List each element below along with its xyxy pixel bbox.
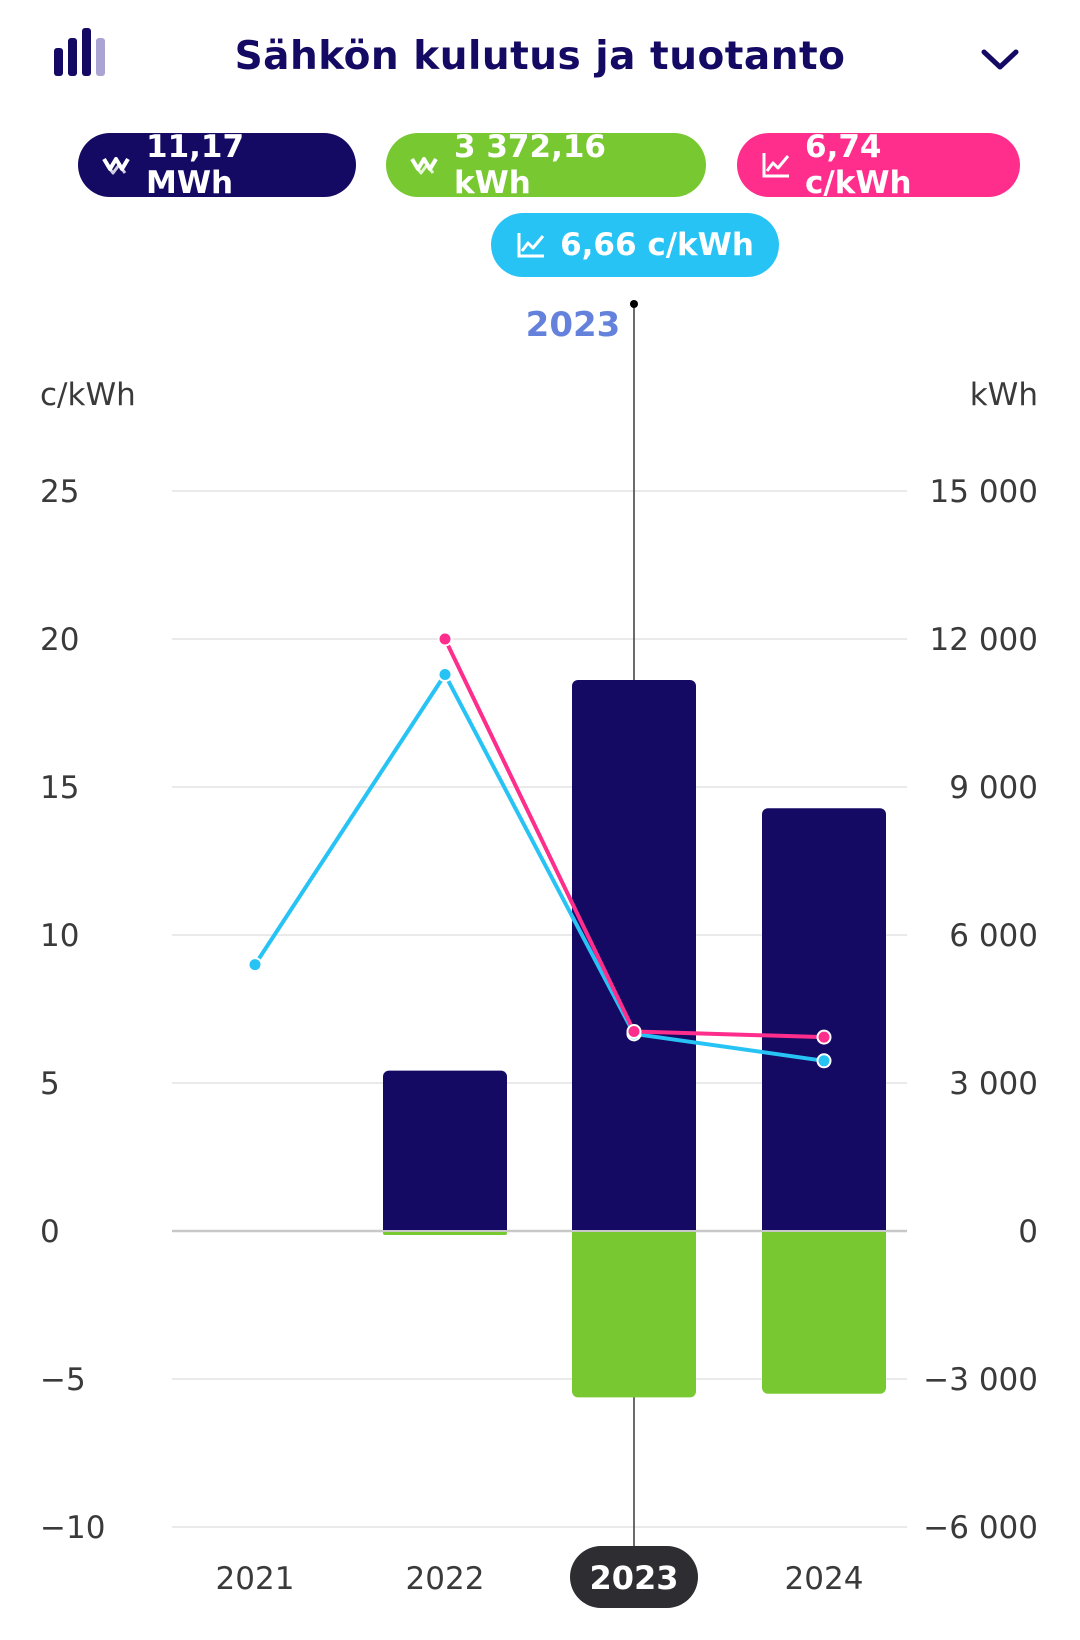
x-axis-tick-label: 2024 xyxy=(785,1561,864,1597)
price-pink-value: 6,74 c/kWh xyxy=(805,129,912,201)
consumption-bar-2023 xyxy=(572,679,696,1231)
line-chart-icon xyxy=(762,153,790,178)
bar-chart-icon xyxy=(54,28,105,76)
production-meter-icon xyxy=(410,157,438,175)
left-axis-tick-label: −5 xyxy=(40,1362,86,1398)
left-axis-tick-label: 0 xyxy=(40,1214,60,1250)
price-pink-pill[interactable]: 6,74 c/kWh xyxy=(737,129,1020,201)
right-axis-tick-label: 9 000 xyxy=(949,770,1038,806)
right-axis-tick-label: 0 xyxy=(1018,1214,1038,1250)
consumption-total-value: 11,17 MWh xyxy=(146,129,245,201)
selected-year-label: 2023 xyxy=(526,305,621,345)
left-axis-tick-label: −10 xyxy=(40,1510,105,1546)
right-axis-tick-label: 15 000 xyxy=(930,474,1038,510)
price-pink-point xyxy=(437,631,453,647)
right-axis-tick-label: 3 000 xyxy=(949,1066,1038,1102)
right-axis-tick-label: −3 000 xyxy=(923,1362,1038,1398)
production-bar-2023 xyxy=(572,1231,696,1398)
left-axis-tick-label: 5 xyxy=(40,1066,60,1102)
consumption-bar-base xyxy=(383,1225,507,1231)
consumption-meter-icon xyxy=(102,157,130,175)
left-axis-tick-label: 20 xyxy=(40,622,79,658)
right-axis-tick-label: 12 000 xyxy=(930,622,1038,658)
consumption-bar-base xyxy=(572,1225,696,1231)
production-total-pill[interactable]: 3 372,16 kWh xyxy=(386,129,706,201)
left-axis-tick-label: 25 xyxy=(40,474,79,510)
selection-indicator-dot xyxy=(630,300,638,308)
selected-year-chip xyxy=(570,1546,698,1608)
production-total-value: 3 372,16 kWh xyxy=(454,129,606,201)
x-axis-tick-label-selected: 2023 xyxy=(589,1559,678,1597)
card-header: Sähkön kulutus ja tuotanto xyxy=(0,22,1080,92)
collapse-button[interactable] xyxy=(972,32,1028,88)
price-pink-point xyxy=(816,1029,832,1045)
x-axis-tick-label: 2021 xyxy=(216,1561,295,1597)
price-blue-line xyxy=(253,672,825,1063)
right-axis-tick-label: 6 000 xyxy=(949,918,1038,954)
left-axis-tick-label: 15 xyxy=(40,770,79,806)
production-bar-base xyxy=(572,1231,696,1237)
price-blue-point xyxy=(247,957,263,973)
right-axis-tick-label: −6 000 xyxy=(923,1510,1038,1546)
right-axis-label: kWh xyxy=(970,377,1038,413)
price-blue-value: 6,66 c/kWh xyxy=(560,227,754,263)
left-axis-label: c/kWh xyxy=(40,377,136,413)
line-chart-icon xyxy=(517,233,545,258)
consumption-total-pill[interactable]: 11,17 MWh xyxy=(78,129,356,201)
page-title: Sähkön kulutus ja tuotanto xyxy=(234,34,846,79)
price-pink-point xyxy=(626,1023,642,1039)
production-bar-2024 xyxy=(762,1231,886,1394)
consumption-bar-2024 xyxy=(762,808,886,1231)
consumption-bar-2022 xyxy=(383,1070,507,1231)
price-blue-pill[interactable]: 6,66 c/kWh xyxy=(491,213,779,277)
price-blue-point xyxy=(437,667,453,683)
x-axis-tick-label: 2022 xyxy=(406,1561,485,1597)
production-bar-base xyxy=(762,1231,886,1237)
left-axis-tick-label: 10 xyxy=(40,918,79,954)
price-blue-point xyxy=(816,1053,832,1069)
chevron-down-icon xyxy=(981,49,1019,70)
consumption-bar-base xyxy=(762,1225,886,1231)
